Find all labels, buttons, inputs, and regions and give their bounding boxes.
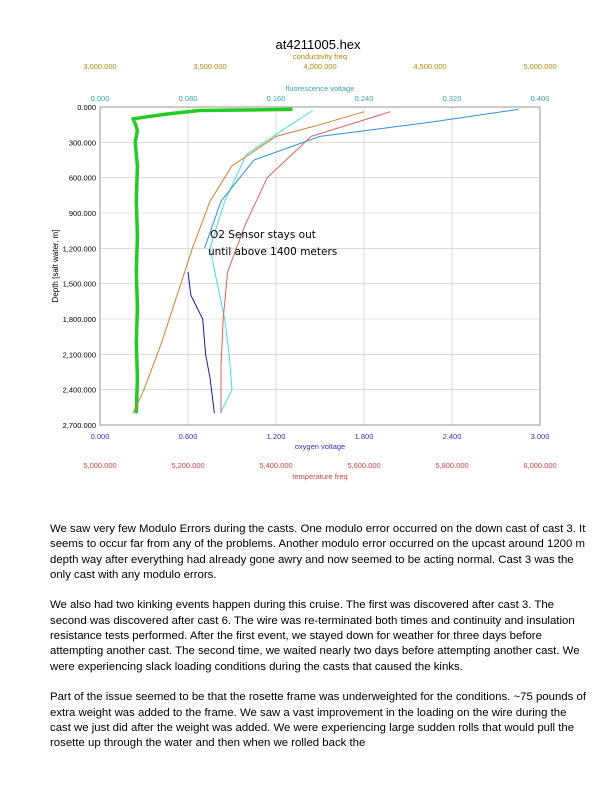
series-line-fluorescence xyxy=(204,108,519,249)
series-line-fluorescence xyxy=(131,107,293,414)
top-axis-tick-label: 4,500.000 xyxy=(413,62,446,71)
top-axis-tick-label: 0.160 xyxy=(267,94,286,103)
bottom-axis-tick-label: 0.000 xyxy=(91,432,110,441)
depth-profile-chart: at4211005.hex 0.000 300.000 600.000 900.000… xyxy=(51,37,557,481)
series-line-oxygen xyxy=(209,110,313,414)
top-axis-label: fluorescence voltage xyxy=(286,84,355,93)
y-tick-label: 1,200.000 xyxy=(63,244,96,253)
paragraph-rosette-weight: Part of the issue seemed to be that the … xyxy=(50,691,587,750)
top-axis-tick-label: 0.320 xyxy=(443,94,462,103)
top-axis-label: conductivity freq xyxy=(293,52,347,61)
chart-series-group xyxy=(131,107,519,414)
y-tick-label: 300.000 xyxy=(69,138,96,147)
chart-annotation-line-2: until above 1400 meters xyxy=(208,246,338,258)
y-tick-label: 2,400.000 xyxy=(63,386,96,395)
y-axis-label: Depth [salt water, m] xyxy=(51,230,60,303)
chart-grid xyxy=(99,106,541,426)
top-axis-tick-label: 5,000.000 xyxy=(523,62,556,71)
bottom-axis-tick-label: 0.600 xyxy=(179,432,198,441)
y-tick-label: 2,700.000 xyxy=(63,421,96,430)
chart-title: at4211005.hex xyxy=(275,37,361,52)
top-axis-tick-label: 0.400 xyxy=(531,94,550,103)
bottom-axis-tick-label: 6,000.000 xyxy=(523,461,556,470)
y-tick-label: 2,100.000 xyxy=(63,350,96,359)
bottom-axis-tick-label: 1.200 xyxy=(267,432,286,441)
series-line-temperature xyxy=(220,111,391,414)
paragraph-kinking-events: We also had two kinking events happen du… xyxy=(50,599,580,673)
top-axis-tick-label: 0.080 xyxy=(179,94,198,103)
top-axis-tick-label: 3,000.000 xyxy=(83,62,116,71)
body-text: We saw very few Modulo Errors during the… xyxy=(50,522,590,767)
top-axis-tick-label: 0.240 xyxy=(355,94,374,103)
y-tick-label: 1,800.000 xyxy=(63,315,96,324)
top-axis-tick-label: 3,500.000 xyxy=(193,62,226,71)
bottom-axis-tick-label: 5,800.000 xyxy=(435,461,468,470)
bottom-axis-tick-label: 3.000 xyxy=(531,432,550,441)
bottom-axis-tick-label: 5,000.000 xyxy=(83,461,116,470)
bottom-axis-tick-label: 2.400 xyxy=(443,432,462,441)
series-line-oxygen xyxy=(187,271,215,414)
bottom-axis-label: oxygen voltage xyxy=(295,442,345,451)
top-axis-tick-label: 4,000.000 xyxy=(303,62,336,71)
y-tick-label: 900.000 xyxy=(69,209,96,218)
y-tick-label: 0.000 xyxy=(77,103,96,112)
bottom-axis-tick-label: 5,400.000 xyxy=(259,461,292,470)
chart-axes: 0.000 300.000 600.000 900.000 1,200.000 1,500… xyxy=(51,52,557,481)
bottom-axis-tick-label: 1.800 xyxy=(355,432,374,441)
paragraph-modulo-errors: We saw very few Modulo Errors during the… xyxy=(50,523,586,581)
y-tick-label: 600.000 xyxy=(69,174,96,183)
chart-annotation-line-1: O2 Sensor stays out xyxy=(210,229,316,241)
y-tick-label: 1,500.000 xyxy=(63,280,96,289)
bottom-axis-tick-label: 5,600.000 xyxy=(347,461,380,470)
top-axis-tick-label: 0.000 xyxy=(91,94,110,103)
bottom-axis-label: temperature freq xyxy=(292,472,347,481)
plot-frame xyxy=(99,106,541,426)
bottom-axis-tick-label: 5,200.000 xyxy=(171,461,204,470)
series-line-conductivity xyxy=(132,111,365,414)
